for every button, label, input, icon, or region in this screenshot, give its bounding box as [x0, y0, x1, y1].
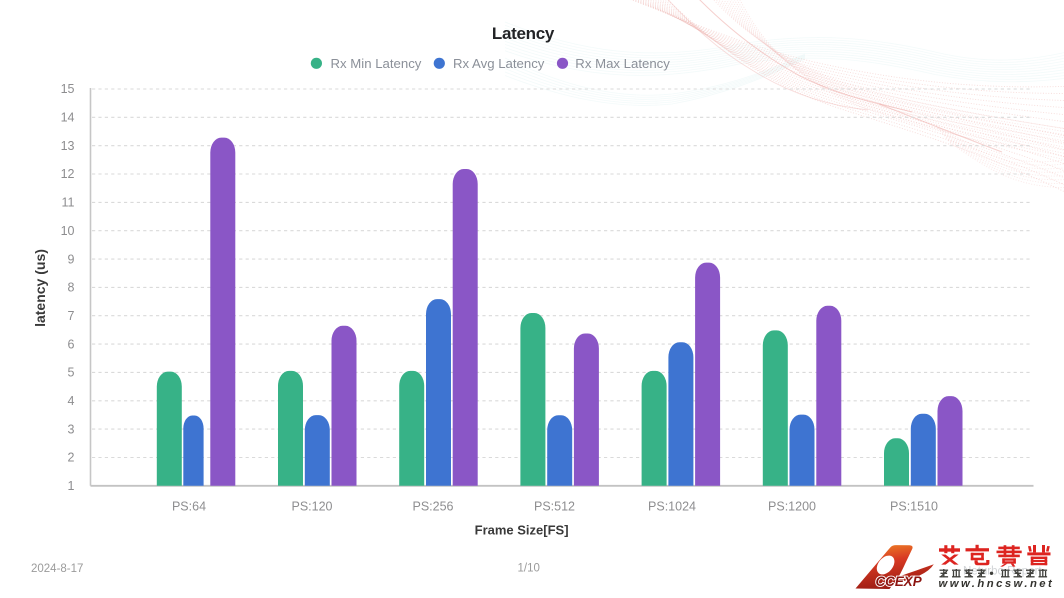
svg-text:11: 11 [62, 196, 75, 210]
svg-text:2024-8-17: 2024-8-17 [31, 563, 83, 575]
svg-text:PS:1200: PS:1200 [768, 500, 816, 514]
svg-text:Rx Min Latency: Rx Min Latency [331, 56, 422, 71]
svg-text:PS:256: PS:256 [412, 500, 453, 514]
svg-text:12: 12 [61, 167, 75, 181]
svg-text:10: 10 [61, 224, 75, 238]
svg-text:PS:1510: PS:1510 [890, 500, 938, 514]
svg-text:Rx Max Latency: Rx Max Latency [575, 56, 670, 71]
svg-text:www.hncsw.net: www.hncsw.net [939, 578, 1055, 590]
svg-text:2: 2 [68, 451, 75, 465]
svg-text:7: 7 [68, 309, 75, 323]
svg-text:Rx Avg Latency: Rx Avg Latency [453, 56, 545, 71]
svg-text:PS:64: PS:64 [172, 500, 206, 514]
svg-text:6: 6 [68, 337, 75, 351]
svg-text:15: 15 [61, 82, 75, 96]
svg-text:5: 5 [68, 366, 75, 380]
svg-text:1: 1 [68, 479, 75, 493]
svg-text:1/10: 1/10 [518, 563, 540, 575]
svg-text:PS:512: PS:512 [534, 500, 575, 514]
svg-text:CCEXP: CCEXP [876, 574, 922, 589]
svg-text:PS:1024: PS:1024 [648, 500, 696, 514]
svg-text:14: 14 [61, 111, 75, 125]
svg-text:3: 3 [68, 422, 75, 436]
svg-text:13: 13 [61, 139, 75, 153]
svg-text:PS:120: PS:120 [291, 500, 332, 514]
svg-text:latency (us): latency (us) [32, 249, 48, 327]
svg-text:9: 9 [68, 252, 75, 266]
svg-text:8: 8 [68, 281, 75, 295]
svg-text:4: 4 [68, 394, 75, 408]
svg-text:Latency: Latency [492, 24, 555, 43]
svg-text:Frame Size[FS]: Frame Size[FS] [475, 523, 569, 538]
